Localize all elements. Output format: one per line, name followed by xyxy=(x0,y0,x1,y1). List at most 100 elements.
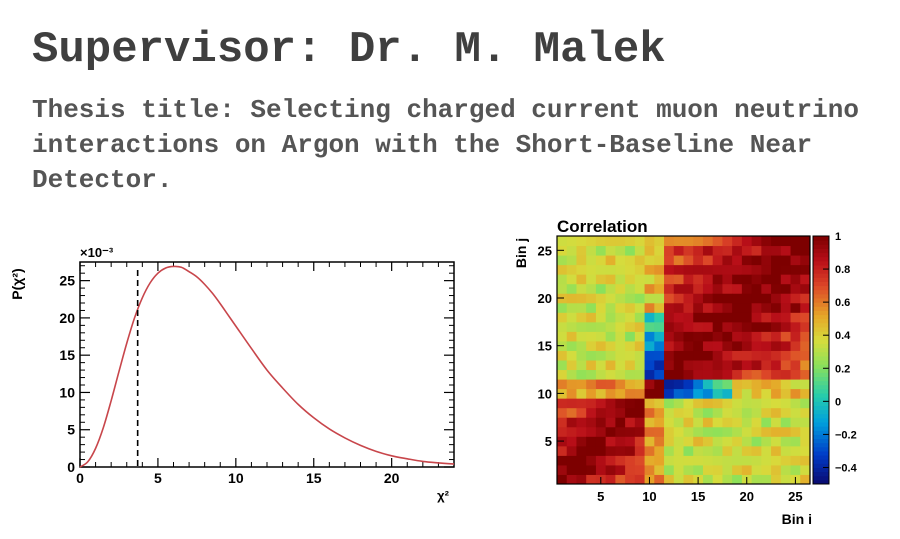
correlation-cell xyxy=(644,331,655,342)
correlation-cell xyxy=(693,369,704,380)
correlation-cell xyxy=(780,445,792,456)
correlation-cell xyxy=(771,331,782,342)
colorbar-segment xyxy=(813,417,829,423)
correlation-cell xyxy=(722,340,733,351)
correlation-cell xyxy=(644,407,655,418)
correlation-cell xyxy=(557,236,568,247)
colorbar-segment xyxy=(813,326,829,332)
correlation-cell xyxy=(615,255,626,266)
correlation-cell xyxy=(576,255,587,266)
correlation-cell xyxy=(634,398,646,409)
correlation-cell xyxy=(566,360,577,371)
correlation-x-tick-label: 10 xyxy=(642,489,656,504)
correlation-cell xyxy=(673,255,684,266)
correlation-cell xyxy=(771,340,782,351)
correlation-cell xyxy=(751,236,762,247)
correlation-cell xyxy=(576,445,587,456)
correlation-cell xyxy=(605,464,616,475)
correlation-cell xyxy=(800,312,811,323)
correlation-cell xyxy=(790,340,801,351)
colorbar-segment xyxy=(813,252,829,258)
correlation-cell xyxy=(566,436,577,447)
correlation-cell xyxy=(722,398,733,409)
correlation-cell xyxy=(595,426,607,437)
correlation-cell xyxy=(712,398,723,409)
correlation-cell xyxy=(673,274,684,285)
correlation-cell xyxy=(780,426,792,437)
correlation-cell xyxy=(595,245,607,256)
correlation-cell xyxy=(751,264,762,275)
correlation-cell xyxy=(712,340,723,351)
colorbar-segment xyxy=(813,434,829,440)
colorbar-tick-label: 0.2 xyxy=(835,363,850,375)
correlation-cell xyxy=(586,245,597,256)
correlation-cell xyxy=(595,455,607,466)
colorbar-segment xyxy=(813,384,829,390)
correlation-cell xyxy=(790,302,801,313)
correlation-cell xyxy=(683,302,694,313)
correlation-cell xyxy=(673,398,684,409)
correlation-cell xyxy=(751,407,762,418)
correlation-cell xyxy=(576,312,587,323)
correlation-cell xyxy=(683,398,694,409)
correlation-cell xyxy=(673,340,684,351)
correlation-cell xyxy=(644,293,655,304)
correlation-cell xyxy=(634,445,646,456)
correlation-cell xyxy=(673,264,684,275)
correlation-cell xyxy=(664,388,675,399)
colorbar-tick-label: 0.6 xyxy=(835,297,850,309)
correlation-cell xyxy=(605,388,616,399)
correlation-cell xyxy=(625,331,636,342)
correlation-cell xyxy=(732,369,743,380)
correlation-cell xyxy=(634,407,646,418)
correlation-cell xyxy=(566,236,577,247)
correlation-cell xyxy=(625,274,636,285)
correlation-cell xyxy=(634,293,646,304)
correlation-cell xyxy=(693,312,704,323)
correlation-cell xyxy=(654,293,665,304)
correlation-cell xyxy=(586,379,597,390)
correlation-cell xyxy=(751,283,762,294)
correlation-cell xyxy=(702,474,714,485)
correlation-cell xyxy=(712,331,723,342)
correlation-cell xyxy=(557,379,568,390)
correlation-cell xyxy=(722,302,733,313)
correlation-cell xyxy=(654,283,665,294)
correlation-cell xyxy=(634,474,646,485)
chi2-y-tick-label: 15 xyxy=(59,347,75,363)
correlation-cell xyxy=(625,293,636,304)
correlation-cell xyxy=(664,445,675,456)
correlation-x-tick-label: 15 xyxy=(691,489,705,504)
correlation-cell xyxy=(712,264,723,275)
correlation-cell xyxy=(800,302,811,313)
correlation-cell xyxy=(654,264,665,275)
correlation-cell xyxy=(644,302,655,313)
correlation-cell xyxy=(722,407,733,418)
correlation-cell xyxy=(566,455,577,466)
colorbar-segment xyxy=(813,260,829,266)
correlation-cell xyxy=(615,302,626,313)
correlation-cell xyxy=(732,388,743,399)
correlation-cell xyxy=(683,340,694,351)
correlation-cell xyxy=(761,379,772,390)
correlation-cell xyxy=(625,255,636,266)
correlation-cell xyxy=(751,274,762,285)
correlation-cell xyxy=(673,474,684,485)
correlation-cell xyxy=(800,417,811,428)
correlation-cell xyxy=(712,321,723,332)
colorbar-segment xyxy=(813,397,829,402)
correlation-cell xyxy=(722,321,733,332)
correlation-cell xyxy=(771,321,782,332)
correlation-cell xyxy=(634,255,646,266)
correlation-cell xyxy=(664,331,675,342)
colorbar-segment xyxy=(813,471,829,477)
correlation-cell xyxy=(673,455,684,466)
colorbar-segment xyxy=(813,273,829,278)
correlation-cell xyxy=(664,264,675,275)
correlation-cell xyxy=(761,369,772,380)
correlation-cell xyxy=(751,340,762,351)
correlation-cell xyxy=(761,302,772,313)
colorbar-segment xyxy=(813,438,829,444)
correlation-cell xyxy=(693,417,704,428)
correlation-cell xyxy=(790,312,801,323)
